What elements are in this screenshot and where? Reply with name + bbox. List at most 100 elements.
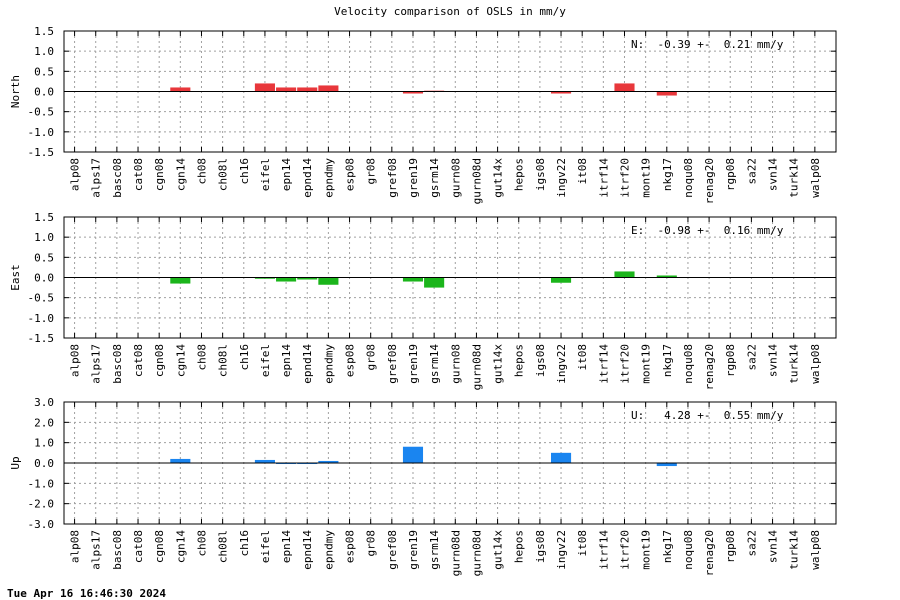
bar <box>424 277 445 288</box>
category-label: mont19 <box>640 158 653 198</box>
bar <box>614 271 635 278</box>
bar <box>297 87 318 92</box>
category-label: gurn08d <box>470 158 483 204</box>
bar <box>170 458 191 463</box>
category-label: epn14 <box>280 530 293 563</box>
category-label: rgp08 <box>724 158 737 191</box>
category-label: ch08l <box>217 530 230 563</box>
category-label: ingv22 <box>555 158 568 198</box>
panel-east: 1.5 1.0 0.5 0.0 -0.5 -1.0 -1.5 alp08 alps17 basc0… <box>9 211 837 390</box>
category-label: renag20 <box>703 530 716 576</box>
bar <box>550 277 572 283</box>
category-label: itrf14 <box>597 344 610 384</box>
category-label: gr08 <box>365 158 378 185</box>
category-label: gsrm14 <box>428 530 441 570</box>
category-label: gr08 <box>365 530 378 557</box>
ytick-label: 3.0 <box>34 396 54 409</box>
category-label: cgn14 <box>174 530 187 563</box>
category-label: cgn14 <box>174 158 187 191</box>
category-label: gurn08d <box>470 344 483 390</box>
ytick-label: 1.0 <box>34 231 54 244</box>
bar <box>656 91 677 96</box>
ytick-label: 2.0 <box>34 416 54 429</box>
bar <box>614 83 635 92</box>
category-label: it08 <box>576 158 589 185</box>
category-label: cgn08 <box>153 530 166 563</box>
bar <box>254 277 275 279</box>
ytick-label: -3.0 <box>28 518 55 531</box>
category-label: esp08 <box>344 530 357 563</box>
ytick-label: 0.5 <box>34 251 54 264</box>
bar <box>656 463 677 467</box>
category-label: itrf20 <box>618 530 631 570</box>
ytick-label: 1.0 <box>34 45 54 58</box>
category-label: cat08 <box>132 158 145 191</box>
category-label: esp08 <box>344 158 357 191</box>
ytick-label: 1.0 <box>34 437 54 450</box>
category-label: mont19 <box>640 344 653 384</box>
category-label: epndmy <box>322 344 335 384</box>
category-label: epn14 <box>280 158 293 191</box>
ytick-label: 0.5 <box>34 65 54 78</box>
category-label: eifel <box>259 530 272 563</box>
category-label: itrf14 <box>597 158 610 198</box>
category-label: gren19 <box>407 158 420 198</box>
axis-label-y: East <box>9 264 22 291</box>
category-label: ch16 <box>238 158 251 185</box>
category-label: alp08 <box>69 530 82 563</box>
category-label: eifel <box>259 158 272 191</box>
category-label: ingv22 <box>555 530 568 570</box>
category-label: sa22 <box>745 530 758 557</box>
category-label: ch16 <box>238 530 251 557</box>
chart-title: Velocity comparison of OSLS in mm/y <box>334 5 566 18</box>
bar <box>170 277 191 284</box>
category-label: ch08l <box>217 344 230 377</box>
category-label: gut14x <box>492 344 505 384</box>
category-label: ch08 <box>195 158 208 185</box>
category-label: alps17 <box>90 530 103 570</box>
bar <box>656 275 677 278</box>
category-label: hepos <box>513 530 526 563</box>
bar <box>402 91 424 94</box>
category-label: epndmy <box>322 530 335 570</box>
category-label: epnd14 <box>301 344 314 384</box>
category-label: gref08 <box>386 158 399 198</box>
axis-label-y: Up <box>9 456 22 469</box>
ytick-label: -1.0 <box>28 126 55 139</box>
category-label: cgn08 <box>153 344 166 377</box>
category-label: svn14 <box>767 158 780 191</box>
category-label: gren19 <box>407 344 420 384</box>
timestamp: Tue Apr 16 16:46:30 2024 <box>7 587 166 600</box>
category-label: renag20 <box>703 344 716 390</box>
category-label: basc08 <box>111 344 124 384</box>
bar <box>276 277 297 282</box>
plot-frame <box>63 216 837 339</box>
stats-annotation: N: -0.39 +- 0.21 mm/y <box>631 38 784 51</box>
category-label: itrf20 <box>618 158 631 198</box>
ytick-label: -1.5 <box>28 146 55 159</box>
bar <box>318 85 339 92</box>
category-label: turk14 <box>788 530 801 570</box>
axis-label-y: North <box>9 75 22 108</box>
bar <box>276 463 297 465</box>
bar <box>402 277 424 282</box>
bar <box>254 459 275 463</box>
bar <box>297 277 318 280</box>
category-label: gut14x <box>492 158 505 198</box>
ytick-label: -1.5 <box>28 332 55 345</box>
category-label: ch08l <box>217 158 230 191</box>
bar <box>170 87 191 92</box>
category-label: alps17 <box>90 344 103 384</box>
category-label: basc08 <box>111 530 124 570</box>
category-label: gr08 <box>365 344 378 371</box>
ytick-label: 0.0 <box>34 86 54 99</box>
stats-annotation: E: -0.98 +- 0.16 mm/y <box>631 224 784 237</box>
category-label: walp08 <box>809 344 822 384</box>
ytick-label: -2.0 <box>28 498 55 511</box>
category-label: itrf20 <box>618 344 631 384</box>
stats-annotation: U: 4.28 +- 0.55 mm/y <box>631 409 784 422</box>
category-label: turk14 <box>788 344 801 384</box>
category-label: mont19 <box>640 530 653 570</box>
category-label: gsrm14 <box>428 344 441 384</box>
plot-frame <box>63 30 837 153</box>
